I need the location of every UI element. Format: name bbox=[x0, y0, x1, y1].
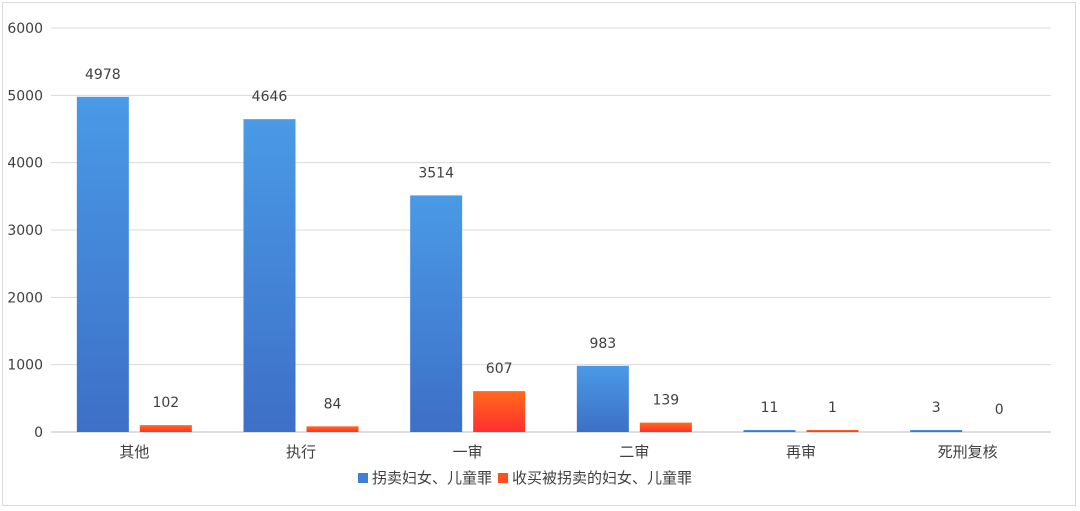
x-category-label: 其他 bbox=[119, 443, 149, 461]
bar-trafficking-4 bbox=[743, 430, 796, 432]
x-axis-categories: 其他 执行 一审 二审 再审 死刑复核 bbox=[119, 443, 997, 461]
legend-swatch bbox=[498, 473, 509, 483]
x-category-label: 再审 bbox=[786, 443, 816, 461]
bar-trafficking-0 bbox=[76, 96, 129, 432]
data-label: 3 bbox=[932, 400, 941, 416]
data-label: 4646 bbox=[252, 89, 288, 105]
bars bbox=[76, 96, 963, 432]
gridlines bbox=[51, 27, 1051, 433]
bar-purchasing-3 bbox=[639, 422, 692, 432]
bar-trafficking-3 bbox=[576, 365, 629, 432]
y-tick-label: 1000 bbox=[7, 358, 43, 374]
legend-label: 收买被拐卖的妇女、儿童罪 bbox=[512, 469, 692, 487]
legend-label: 拐卖妇女、儿童罪 bbox=[372, 469, 492, 487]
y-tick-label: 2000 bbox=[7, 290, 43, 306]
data-label: 983 bbox=[589, 336, 616, 352]
bar-purchasing-2 bbox=[473, 391, 526, 432]
x-category-label: 二审 bbox=[619, 443, 649, 461]
legend-swatch bbox=[358, 473, 368, 483]
x-category-label: 执行 bbox=[286, 443, 316, 461]
data-label: 1 bbox=[828, 400, 837, 416]
legend: 拐卖妇女、儿童罪 收买被拐卖的妇女、儿童罪 bbox=[358, 469, 692, 487]
data-label: 4978 bbox=[85, 67, 121, 83]
y-tick-label: 4000 bbox=[7, 156, 43, 172]
y-axis-ticks: 0 1000 2000 3000 4000 5000 6000 bbox=[7, 21, 43, 441]
data-label: 0 bbox=[995, 402, 1004, 418]
bar-purchasing-4 bbox=[806, 430, 859, 432]
data-label: 84 bbox=[324, 396, 342, 412]
y-tick-label: 5000 bbox=[7, 88, 43, 104]
x-category-label: 一审 bbox=[453, 443, 483, 461]
bar-chart: 0 1000 2000 3000 4000 5000 6000 4978 102 4646 84 3… bbox=[7, 21, 1051, 487]
data-label: 607 bbox=[486, 361, 513, 377]
data-label: 11 bbox=[761, 400, 779, 416]
data-label: 102 bbox=[152, 395, 179, 411]
y-tick-label: 0 bbox=[34, 425, 43, 441]
y-tick-label: 3000 bbox=[7, 223, 43, 239]
x-category-label: 死刑复核 bbox=[938, 443, 998, 461]
data-label: 139 bbox=[652, 393, 679, 409]
bar-trafficking-2 bbox=[410, 195, 463, 432]
bar-trafficking-5 bbox=[910, 430, 963, 432]
data-label: 3514 bbox=[418, 165, 454, 181]
bar-trafficking-1 bbox=[243, 119, 296, 432]
bar-purchasing-0 bbox=[139, 425, 192, 432]
bar-purchasing-1 bbox=[306, 426, 359, 432]
y-tick-label: 6000 bbox=[7, 21, 43, 37]
